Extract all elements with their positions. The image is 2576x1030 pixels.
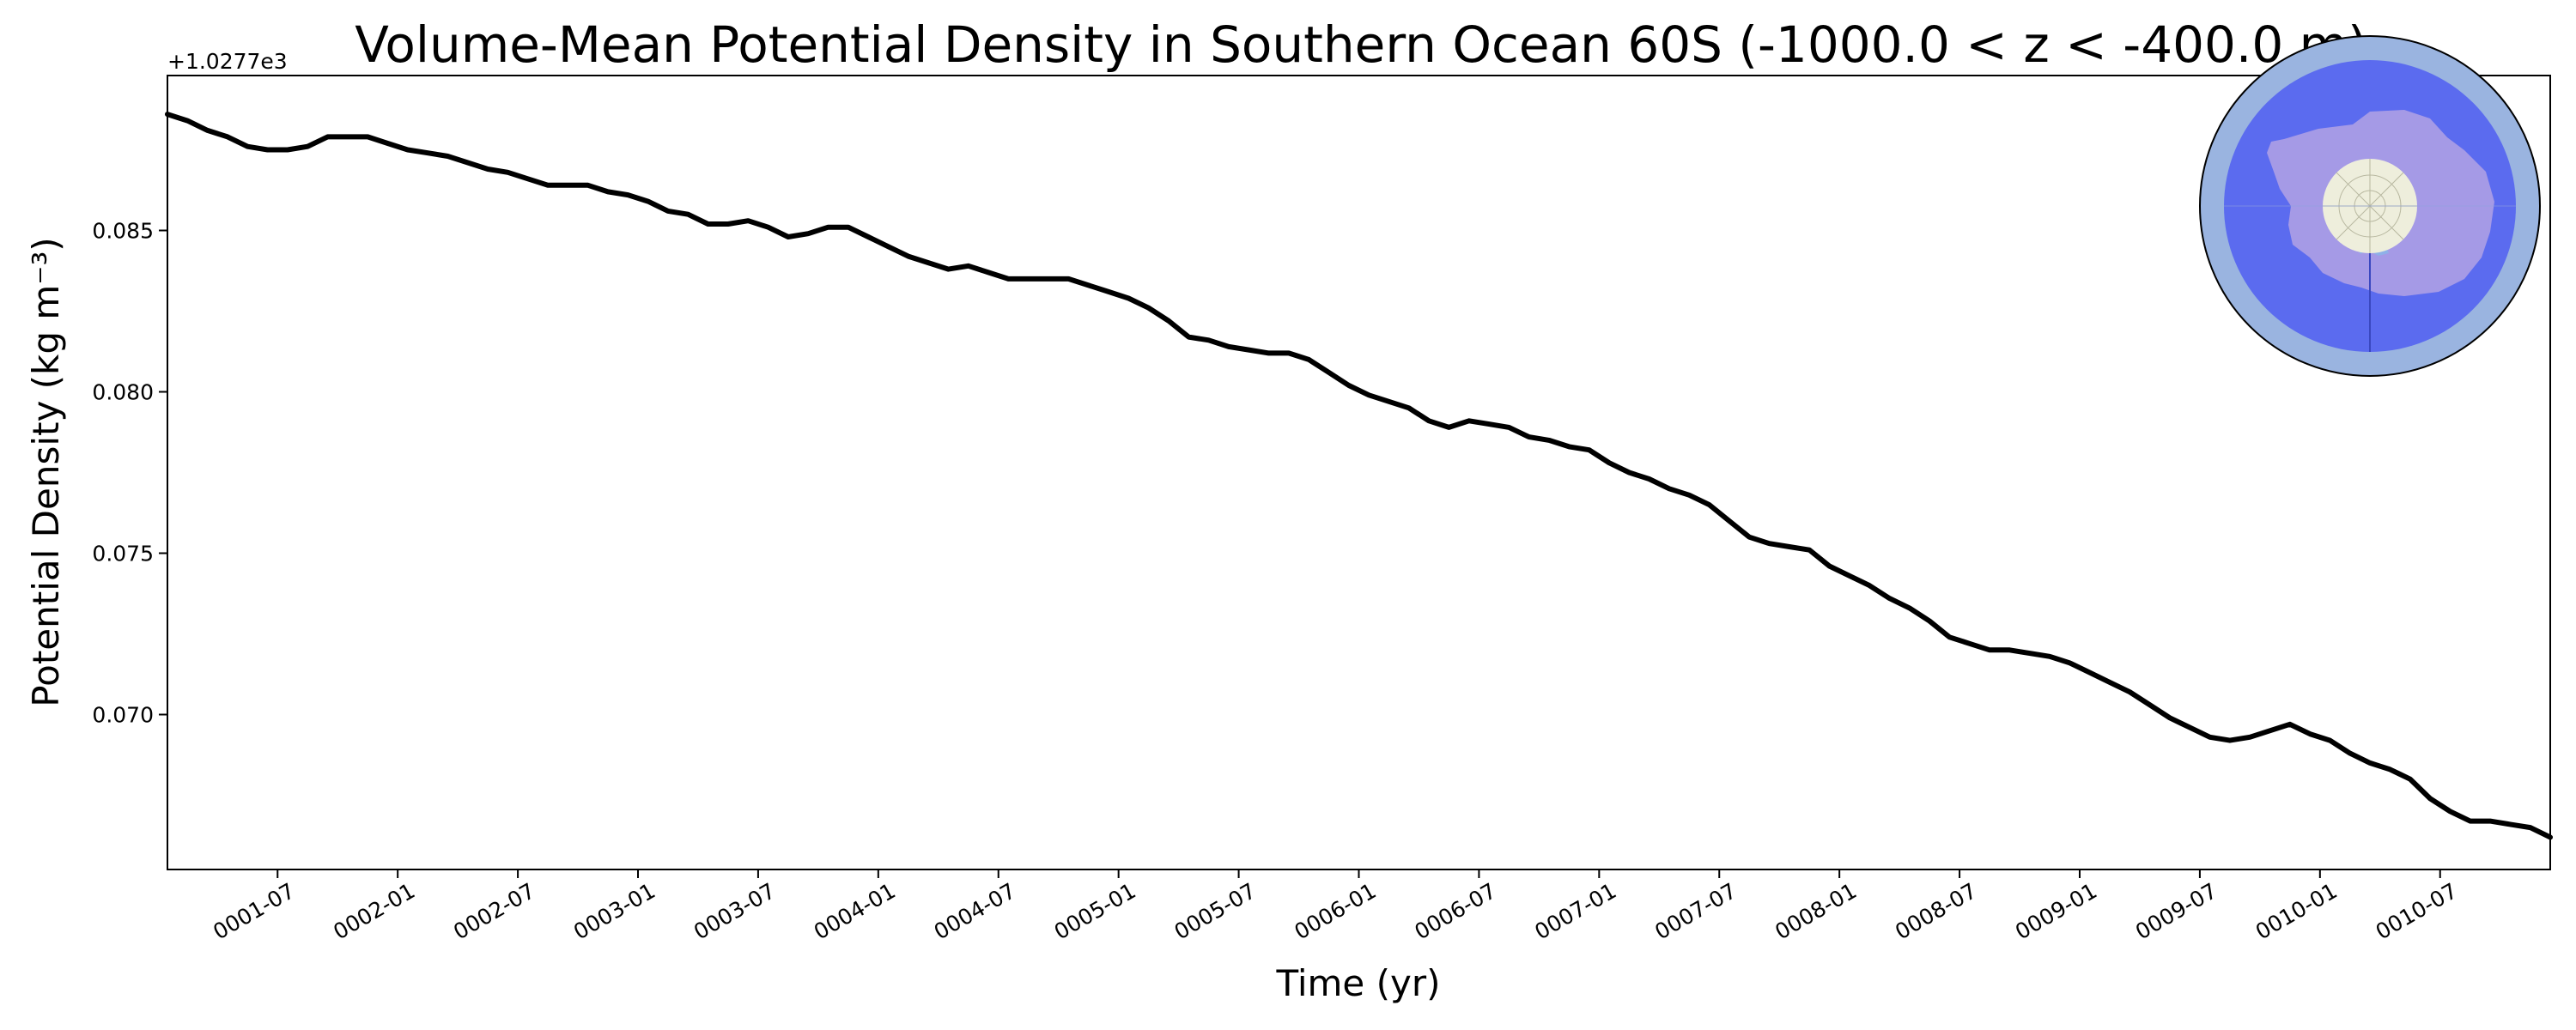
x-tick-label: 0008-07 [1891, 878, 1981, 944]
chart-title: Volume-Mean Potential Density in Souther… [355, 15, 2367, 74]
x-tick-label: 0010-01 [2251, 878, 2342, 944]
x-tick-label: 0008-01 [1771, 878, 1861, 944]
x-tick-label: 0007-07 [1650, 878, 1741, 944]
x-axis-ticks: 0001-07 0002-01 0002-07 0003-01 0003-07 0004-… [209, 869, 2462, 944]
y-axis-ticks: 0.070 0.075 0.080 0.085 [92, 218, 167, 728]
x-tick-label: 0003-07 [690, 878, 780, 944]
plot-area [167, 75, 2551, 870]
antarctica-polar-map-icon [2199, 35, 2541, 377]
x-tick-label: 0006-07 [1410, 878, 1500, 944]
x-axis-label: Time (yr) [1275, 962, 1440, 1004]
x-tick-label: 0007-01 [1530, 878, 1620, 944]
y-tick-label: 0.075 [92, 542, 154, 566]
y-axis-label: Potential Density (kg m⁻³) [25, 237, 67, 706]
y-tick-label: 0.070 [92, 703, 154, 728]
x-tick-label: 0005-01 [1050, 878, 1140, 944]
x-tick-label: 0002-01 [329, 878, 419, 944]
x-tick-label: 0003-01 [569, 878, 659, 944]
x-tick-label: 0001-07 [209, 878, 299, 944]
y-tick-label: 0.080 [92, 379, 154, 404]
x-tick-label: 0002-07 [449, 878, 539, 944]
x-tick-label: 0010-07 [2372, 878, 2462, 944]
y-tick-label: 0.085 [92, 218, 154, 243]
series-line [165, 112, 2553, 840]
y-axis-offset-text: +1.0277e3 [167, 49, 288, 74]
x-tick-label: 0004-07 [930, 878, 1020, 944]
x-tick-label: 0009-07 [2131, 878, 2221, 944]
x-tick-label: 0009-01 [2011, 878, 2101, 944]
x-tick-label: 0006-01 [1291, 878, 1381, 944]
x-tick-label: 0004-01 [810, 878, 900, 944]
x-tick-label: 0005-07 [1170, 878, 1261, 944]
